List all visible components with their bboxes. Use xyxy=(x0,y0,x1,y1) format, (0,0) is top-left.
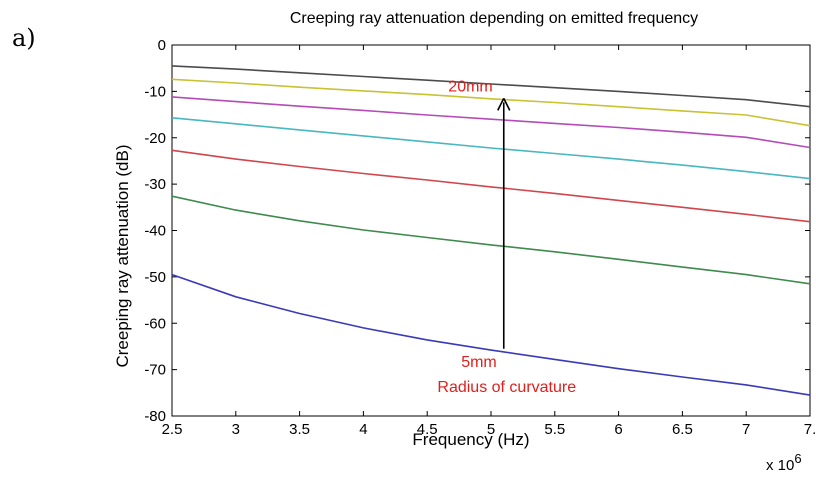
series-line-7 xyxy=(171,65,811,108)
y-tick-label: -60 xyxy=(144,315,166,332)
x-tick-label: 6.5 xyxy=(672,421,693,438)
x-tick-label: 7 xyxy=(742,421,750,438)
y-tick-label: -30 xyxy=(144,176,166,193)
x-multiplier-exponent: 6 xyxy=(794,451,801,466)
chart-title: Creeping ray attenuation depending on em… xyxy=(290,10,698,27)
x-axis: 2.5 3 3.5 4 4.5 5 5.5 6 6.5 7 7. xyxy=(162,45,816,438)
y-tick-label: -80 xyxy=(144,408,166,425)
x-tick-label: 4 xyxy=(359,421,367,438)
label-5mm: 5mm xyxy=(461,354,497,371)
y-tick-label: -40 xyxy=(144,223,166,240)
series-group xyxy=(171,65,811,396)
plot-area xyxy=(171,44,811,417)
x-axis-label: Frequency (Hz) xyxy=(412,430,529,449)
x-tick-label: 4.5 xyxy=(417,421,438,438)
y-axis-label: Creeping ray attenuation (dB) xyxy=(113,144,132,367)
x-multiplier-base: x 10 xyxy=(766,457,794,474)
y-tick-label: 0 xyxy=(158,37,166,54)
y-tick-label: -50 xyxy=(144,269,166,286)
annotation-group: 20mm 5mm Radius of curvature xyxy=(437,78,576,395)
panel-label: a) xyxy=(12,24,36,52)
series-line-6 xyxy=(171,78,811,127)
series-line-4 xyxy=(171,117,811,180)
y-tick-label: -70 xyxy=(144,362,166,379)
x-multiplier: x 106 xyxy=(766,451,802,474)
series-line-2 xyxy=(171,195,811,285)
x-tick-label: 7. xyxy=(804,421,816,438)
x-tick-label: 2.5 xyxy=(162,421,183,438)
arrow-head-icon xyxy=(497,97,511,111)
x-tick-label: 3 xyxy=(232,421,240,438)
radius-caption: Radius of curvature xyxy=(437,379,576,396)
series-line-3 xyxy=(171,149,811,223)
series-line-1 xyxy=(171,273,811,396)
y-tick-label: -20 xyxy=(144,130,166,147)
y-axis: 0 -10 -20 -30 -40 -50 -60 -70 -80 xyxy=(144,37,810,425)
y-tick-label: -10 xyxy=(144,83,166,100)
label-20mm: 20mm xyxy=(448,78,492,95)
x-tick-label: 6 xyxy=(614,421,622,438)
series-line-5 xyxy=(171,96,811,149)
x-tick-label: 5.5 xyxy=(544,421,565,438)
x-tick-label: 3.5 xyxy=(289,421,310,438)
x-tick-label: 5 xyxy=(487,421,495,438)
